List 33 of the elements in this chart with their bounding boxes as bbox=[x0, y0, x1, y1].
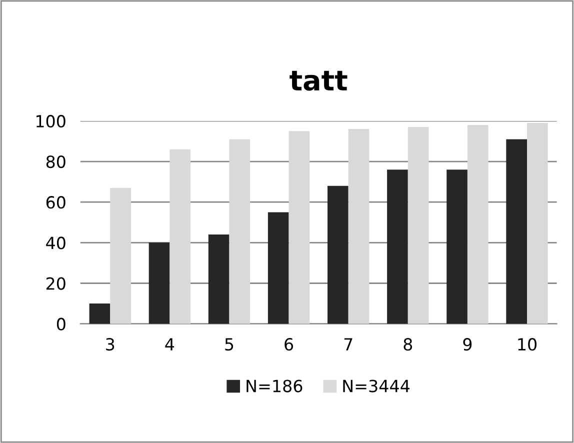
bar bbox=[229, 139, 250, 324]
bar bbox=[170, 149, 191, 324]
y-tick-label: 60 bbox=[46, 196, 66, 209]
x-tick-label: 7 bbox=[344, 338, 352, 350]
chart-title: tatt bbox=[290, 70, 348, 91]
bar bbox=[328, 186, 348, 324]
bar bbox=[408, 127, 429, 324]
bar bbox=[208, 234, 230, 324]
y-tick-label: 20 bbox=[46, 277, 66, 290]
y-tick-label: 100 bbox=[36, 114, 66, 128]
x-tick-label: 6 bbox=[284, 338, 294, 351]
x-tick-label: 8 bbox=[404, 338, 412, 351]
y-tick-label: 40 bbox=[46, 236, 66, 250]
bar bbox=[148, 242, 170, 324]
bar bbox=[89, 304, 110, 324]
x-tick-label: 9 bbox=[463, 338, 472, 351]
bar bbox=[467, 124, 488, 324]
legend-label: N=3444 bbox=[343, 380, 410, 392]
bar bbox=[527, 122, 548, 324]
x-tick-label: 3 bbox=[106, 338, 114, 351]
bar bbox=[110, 188, 131, 324]
bar bbox=[387, 170, 408, 324]
bar bbox=[348, 129, 370, 324]
x-tick-label: 5 bbox=[225, 338, 234, 351]
bar bbox=[446, 170, 468, 324]
legend-label: N=186 bbox=[246, 380, 302, 392]
bar bbox=[268, 212, 289, 324]
bar bbox=[506, 139, 528, 324]
y-tick-label: 0 bbox=[56, 318, 66, 330]
x-tick-label: 10 bbox=[518, 338, 536, 351]
x-tick-label: 4 bbox=[165, 338, 174, 350]
y-tick-label: 80 bbox=[46, 155, 66, 168]
bar bbox=[288, 131, 310, 324]
